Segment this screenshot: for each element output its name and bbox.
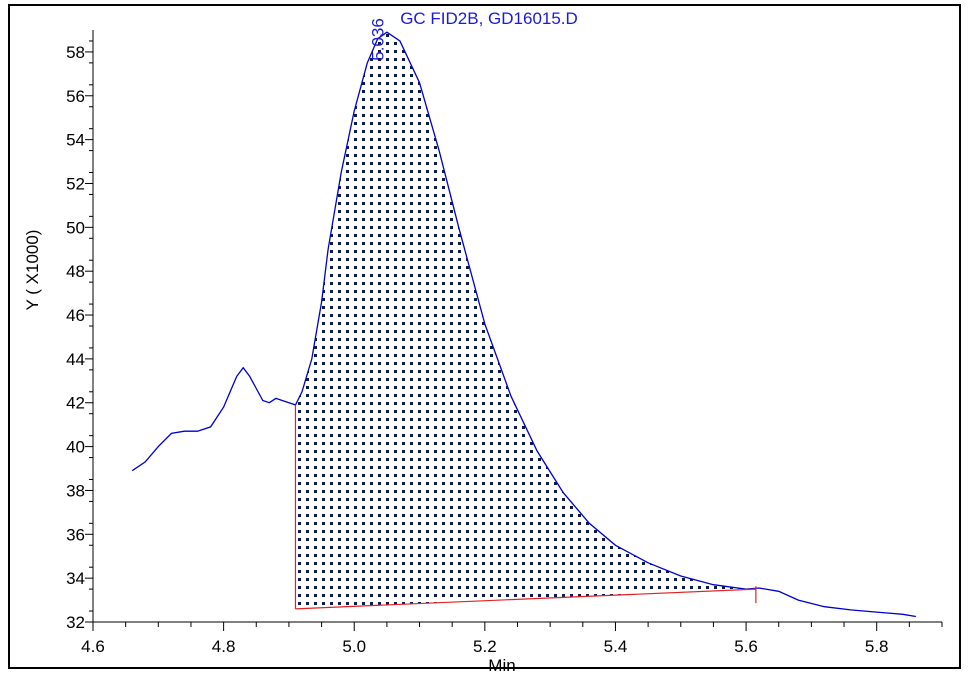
y-tick-label: 46	[66, 306, 85, 325]
y-tick-label: 54	[66, 131, 85, 150]
x-tick-label: 5.8	[865, 637, 889, 656]
peak-baseline	[295, 588, 756, 610]
x-axis-title: Min	[488, 656, 515, 675]
axes-group: 32 34 36 38 40 42 44 46 48 50 52 54 56 58 4.6 4.8 5.0 5.2…	[66, 30, 943, 656]
y-tick-label: 40	[66, 438, 85, 457]
y-tick-label: 42	[66, 394, 85, 413]
x-tick-label: 4.8	[212, 637, 236, 656]
x-tick-label: 5.6	[734, 637, 758, 656]
marks-group: 5.036	[131, 18, 917, 618]
y-tick-label: 34	[66, 569, 85, 588]
y-tick-label: 32	[66, 613, 85, 632]
peak-retention-label: 5.036	[369, 18, 388, 61]
y-tick-label: 44	[66, 350, 85, 369]
peak-area-fill	[295, 32, 756, 609]
x-tick-label: 5.0	[342, 637, 366, 656]
y-axis-title: Y ( X1000)	[23, 230, 42, 311]
x-tick-label: 5.2	[473, 637, 497, 656]
y-tick-label: 36	[66, 525, 85, 544]
x-tick-label: 5.4	[604, 637, 628, 656]
y-tick-label: 58	[66, 43, 85, 62]
plot-frame	[8, 4, 961, 669]
x-tick-label: 4.6	[81, 637, 105, 656]
y-tick-label: 52	[66, 174, 85, 193]
y-tick-label: 38	[66, 481, 85, 500]
y-tick-label: 48	[66, 262, 85, 281]
y-tick-label: 56	[66, 87, 85, 106]
chart-title: GC FID2B, GD16015.D	[400, 9, 578, 28]
signal-trace	[131, 31, 917, 618]
y-tick-label: 50	[66, 218, 85, 237]
